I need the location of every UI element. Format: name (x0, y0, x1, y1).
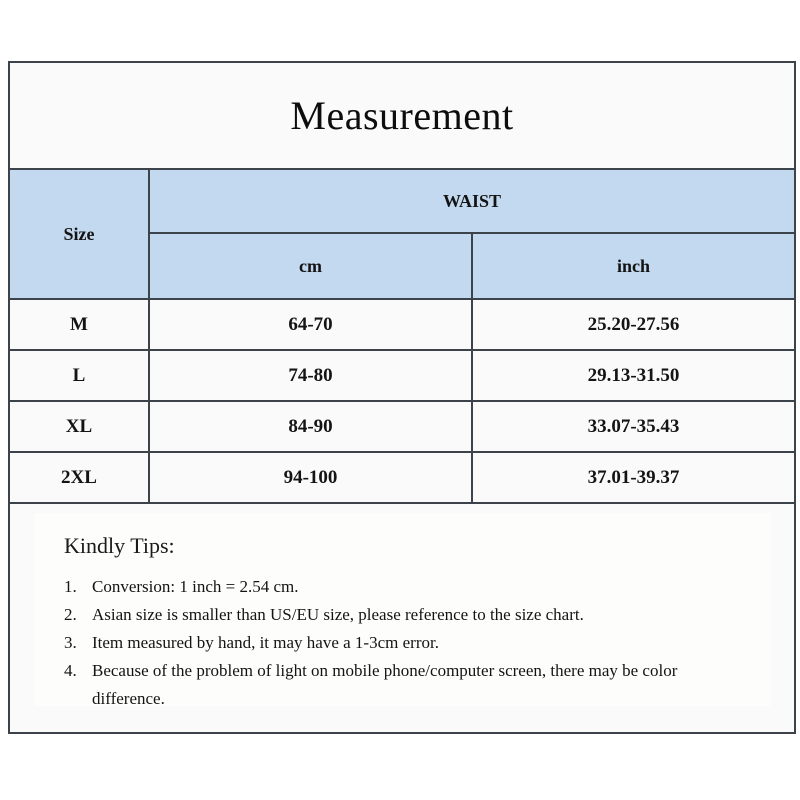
tip-item-2: 2. Asian size is smaller than US/EU size… (64, 601, 750, 629)
tips-heading: Kindly Tips: (64, 533, 175, 558)
tip-number: 4. (64, 661, 77, 680)
table-row-l: L 74-80 29.13-31.50 (10, 349, 794, 402)
tip-number: 3. (64, 633, 77, 652)
cm-cell: 84-90 (148, 400, 473, 453)
cm-cell: 64-70 (148, 298, 473, 351)
column-header-cm: cm (148, 232, 473, 300)
tip-number: 1. (64, 577, 77, 596)
table-row-2xl: 2XL 94-100 37.01-39.37 (10, 451, 794, 504)
cm-cell: 94-100 (148, 451, 473, 504)
column-header-inch: inch (471, 232, 794, 300)
inch-cell: 29.13-31.50 (471, 349, 794, 402)
tip-item-1: 1. Conversion: 1 inch = 2.54 cm. (64, 573, 750, 601)
tip-text: Conversion: 1 inch = 2.54 cm. (92, 577, 299, 596)
table-row-m: M 64-70 25.20-27.56 (10, 298, 794, 351)
page-title: Measurement (290, 93, 514, 138)
inch-cell: 33.07-35.43 (471, 400, 794, 453)
column-header-size: Size (10, 168, 150, 300)
table-row-xl: XL 84-90 33.07-35.43 (10, 400, 794, 453)
tips-section: Kindly Tips: 1. Conversion: 1 inch = 2.5… (34, 513, 770, 708)
size-cell: M (10, 298, 150, 351)
size-chart-panel: Measurement Size WAIST cm inch M 64-70 2… (8, 61, 796, 734)
size-cell: L (10, 349, 150, 402)
inch-cell: 25.20-27.56 (471, 298, 794, 351)
tip-item-4: 4. Because of the problem of light on mo… (64, 657, 750, 713)
tip-text: Asian size is smaller than US/EU size, p… (92, 605, 584, 624)
tip-text: Item measured by hand, it may have a 1-3… (92, 633, 439, 652)
column-header-waist: WAIST (148, 168, 794, 234)
size-cell: XL (10, 400, 150, 453)
table-header-row-group: Size WAIST (10, 168, 794, 300)
size-table: Size WAIST cm inch M 64-70 25.20-27.56 L… (10, 168, 794, 504)
table-header-row-units: cm inch (10, 232, 794, 300)
chart-title-area: Measurement (10, 63, 794, 168)
inch-cell: 37.01-39.37 (471, 451, 794, 504)
cm-cell: 74-80 (148, 349, 473, 402)
tips-list: 1. Conversion: 1 inch = 2.54 cm. 2. Asia… (64, 573, 750, 713)
size-cell: 2XL (10, 451, 150, 504)
tip-number: 2. (64, 605, 77, 624)
tip-text: Because of the problem of light on mobil… (92, 661, 678, 708)
tip-item-3: 3. Item measured by hand, it may have a … (64, 629, 750, 657)
